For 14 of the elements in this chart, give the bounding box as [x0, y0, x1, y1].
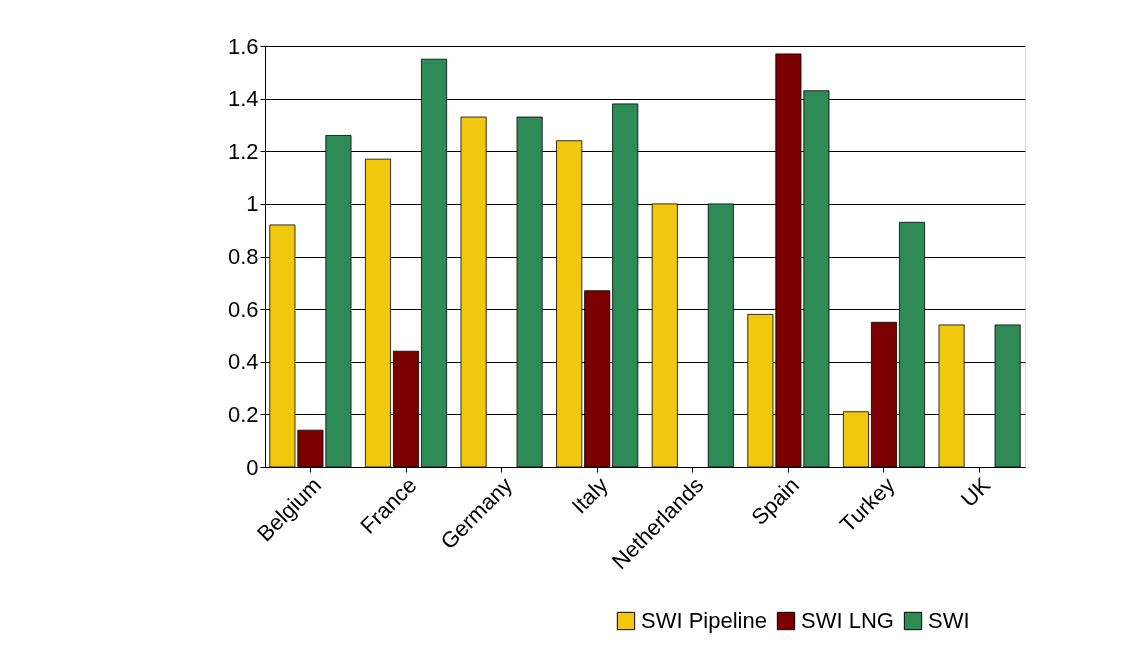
- legend-label: SWI: [928, 608, 970, 633]
- y-tick-label: 1.6: [227, 33, 259, 59]
- legend-label: SWI LNG: [801, 608, 894, 633]
- legend-label: SWI Pipeline: [641, 608, 767, 633]
- x-tick-label: Italy: [566, 472, 613, 519]
- y-tick-label: 0.2: [227, 401, 259, 427]
- x-tick-label: UK: [955, 472, 996, 512]
- y-tick-label: 1.2: [227, 138, 259, 164]
- y-tick-label: 0.4: [227, 349, 259, 375]
- y-tick-label: 1: [246, 191, 259, 217]
- y-tick-label: 0.8: [227, 244, 259, 269]
- y-tick-label: 0: [246, 454, 259, 480]
- y-tick-label: 1.4: [227, 86, 259, 112]
- y-tick-label: 0.6: [227, 296, 259, 322]
